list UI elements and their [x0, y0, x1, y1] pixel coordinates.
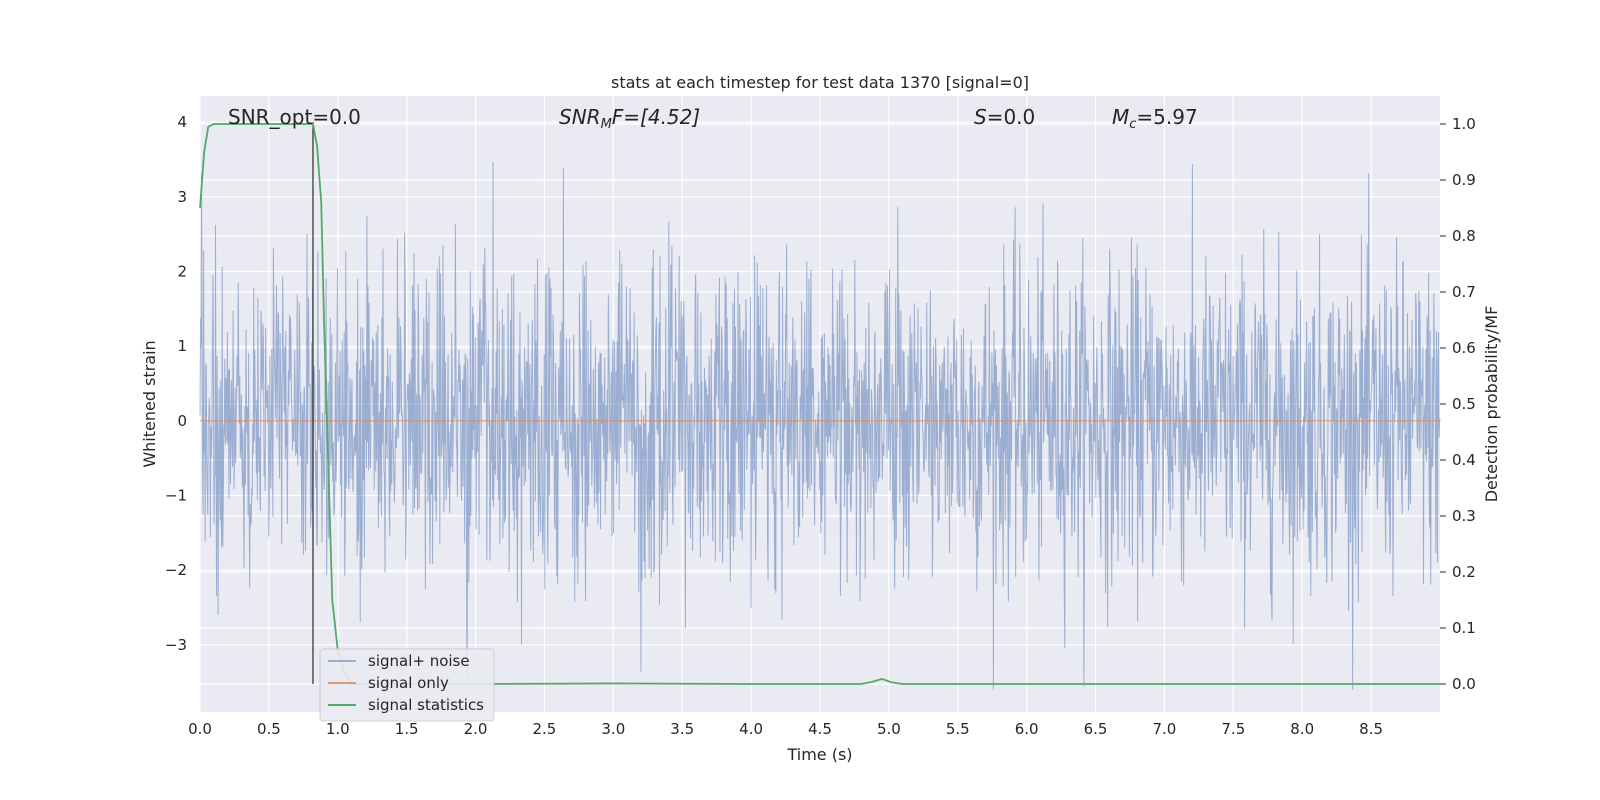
annotation-s-value: =0.0 — [987, 105, 1036, 129]
y-tick-label: 4 — [177, 113, 187, 131]
y-tick-label: −2 — [165, 561, 187, 579]
annotation-snr-mf-value: F=[4.52] — [612, 105, 700, 129]
series-signal-noise — [199, 161, 1441, 690]
legend-label-signal-noise: signal+ noise — [368, 652, 470, 670]
x-tick-label: 6.0 — [1015, 720, 1039, 738]
x-tick-label: 5.0 — [877, 720, 901, 738]
annotation-snr-opt: SNR_opt=0.0 — [228, 105, 361, 129]
y-axis-label: Whitened strain — [140, 340, 159, 467]
annotation-mc: Mc=5.97 — [1112, 105, 1198, 132]
x-tick-label: 1.5 — [395, 720, 419, 738]
y2-tick-label: 0.3 — [1452, 507, 1476, 525]
annotation-s-label: S — [974, 105, 987, 129]
y2-axis-label: Detection probability/MF — [1482, 306, 1501, 503]
annotation-s: S=0.0 — [974, 105, 1035, 129]
legend-label-signal-statistics: signal statistics — [368, 696, 484, 714]
annotation-mc-label: M — [1112, 105, 1129, 129]
x-tick-label: 5.5 — [946, 720, 970, 738]
y2-tick-label: 0.4 — [1452, 451, 1476, 469]
legend-label-signal-only: signal only — [368, 674, 449, 692]
x-tick-label: 2.0 — [464, 720, 488, 738]
x-axis-label: Time (s) — [786, 745, 852, 764]
y2-tick-label: 1.0 — [1452, 115, 1476, 133]
y-tick-label: −1 — [165, 486, 187, 504]
y2-tick-label: 0.0 — [1452, 675, 1476, 693]
y2-tick-label: 0.8 — [1452, 227, 1476, 245]
x-tick-label: 7.0 — [1153, 720, 1177, 738]
legend: signal+ noise signal only signal statist… — [319, 648, 495, 722]
annotation-mc-value: =5.97 — [1136, 105, 1197, 129]
y2-tick-label: 0.5 — [1452, 395, 1476, 413]
y2-tick-label: 0.2 — [1452, 563, 1476, 581]
y2-tick-label: 0.6 — [1452, 339, 1476, 357]
y-tick-label: −3 — [165, 636, 187, 654]
y-tick-label: 2 — [177, 262, 187, 280]
x-tick-label: 1.0 — [326, 720, 350, 738]
y2-tick-label: 0.9 — [1452, 171, 1476, 189]
x-tick-label: 4.0 — [739, 720, 763, 738]
y2-tick-label: 0.7 — [1452, 283, 1476, 301]
x-tick-label: 2.5 — [533, 720, 557, 738]
annotation-snr-mf-sub: M — [601, 117, 612, 132]
y2-axis-ticks: 1.0 0.9 0.8 0.7 0.6 0.5 0.4 0.3 0.2 0.1 0.0 — [1440, 115, 1476, 693]
x-tick-label: 3.5 — [670, 720, 694, 738]
annotation-mc-sub: c — [1129, 117, 1136, 132]
series-signal-noise-line — [199, 161, 1441, 690]
annotation-snr-mf-label: SNR — [559, 105, 601, 129]
x-tick-label: 4.5 — [808, 720, 832, 738]
annotation-snr-mf: SNRMF=[4.52] — [559, 105, 700, 132]
x-tick-label: 7.5 — [1221, 720, 1245, 738]
y2-tick-label: 0.1 — [1452, 619, 1476, 637]
x-tick-label: 8.5 — [1359, 720, 1383, 738]
x-tick-label: 3.0 — [601, 720, 625, 738]
y-tick-label: 0 — [177, 412, 187, 430]
x-axis-ticks: 0.0 0.5 1.0 1.5 2.0 2.5 3.0 3.5 4.0 4.5 5.0 5.5 6.0 6… — [188, 720, 1383, 738]
y-tick-label: 1 — [177, 337, 187, 355]
y-axis-ticks: 4 3 2 1 0 −1 −2 −3 — [165, 113, 187, 654]
x-tick-label: 6.5 — [1084, 720, 1108, 738]
x-tick-label: 0.0 — [188, 720, 212, 738]
x-tick-label: 0.5 — [257, 720, 281, 738]
chart-title: stats at each timestep for test data 137… — [611, 73, 1029, 92]
y-tick-label: 3 — [177, 188, 187, 206]
legend-box — [319, 648, 495, 722]
x-tick-label: 8.0 — [1290, 720, 1314, 738]
